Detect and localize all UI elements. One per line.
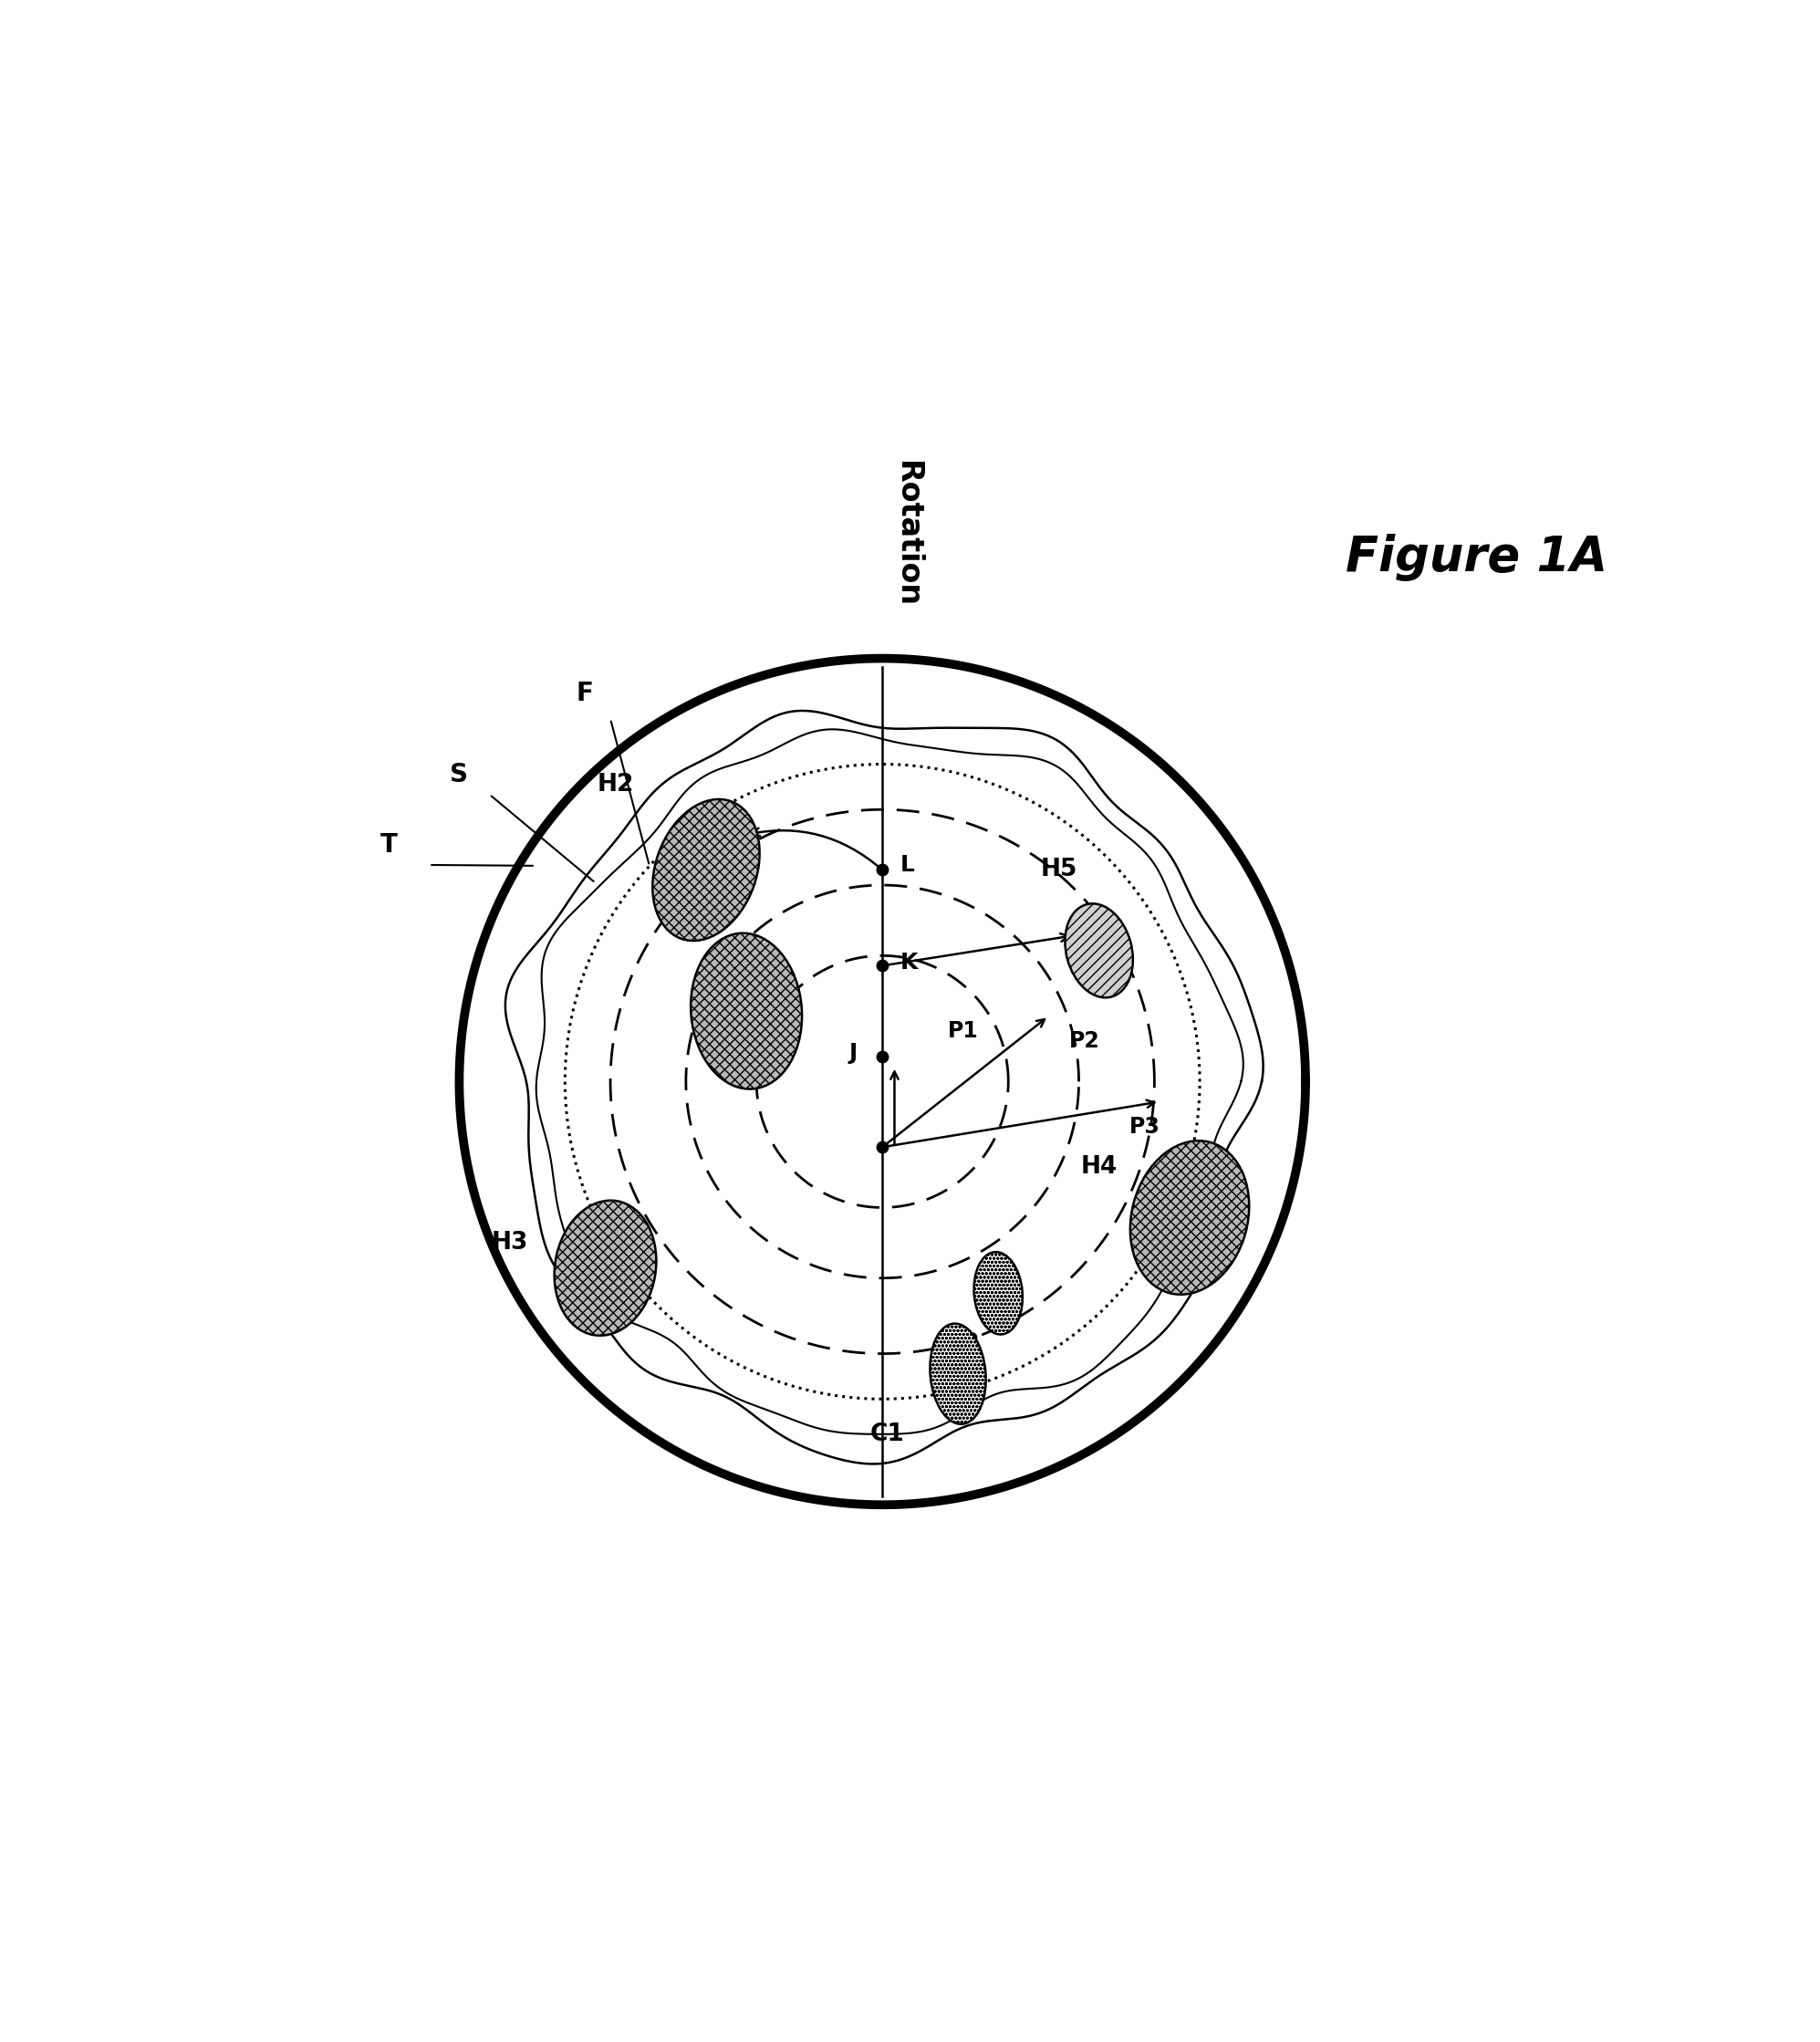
- Text: Figure 1A: Figure 1A: [1345, 533, 1607, 582]
- Text: T: T: [380, 831, 397, 858]
- Text: H2: H2: [597, 772, 633, 796]
- Text: S: S: [450, 762, 468, 786]
- Ellipse shape: [974, 1252, 1023, 1333]
- Ellipse shape: [555, 1201, 657, 1335]
- Ellipse shape: [930, 1323, 986, 1423]
- Ellipse shape: [653, 798, 759, 941]
- Text: H3: H3: [491, 1231, 528, 1254]
- Text: L: L: [901, 854, 915, 876]
- Text: P2: P2: [1068, 1031, 1099, 1052]
- Ellipse shape: [1065, 905, 1134, 999]
- Text: H5: H5: [1041, 858, 1077, 882]
- Text: J: J: [848, 1041, 857, 1064]
- Text: Rotation: Rotation: [892, 461, 923, 609]
- Text: C2: C2: [946, 1331, 981, 1356]
- Text: H4: H4: [1081, 1156, 1117, 1178]
- Text: K: K: [901, 952, 917, 974]
- Text: H1: H1: [668, 894, 704, 917]
- Text: P1: P1: [948, 1021, 979, 1041]
- Ellipse shape: [692, 933, 803, 1088]
- Text: F: F: [577, 680, 593, 707]
- Text: P3: P3: [1128, 1117, 1159, 1137]
- Text: C1: C1: [870, 1423, 905, 1446]
- Ellipse shape: [1130, 1141, 1249, 1295]
